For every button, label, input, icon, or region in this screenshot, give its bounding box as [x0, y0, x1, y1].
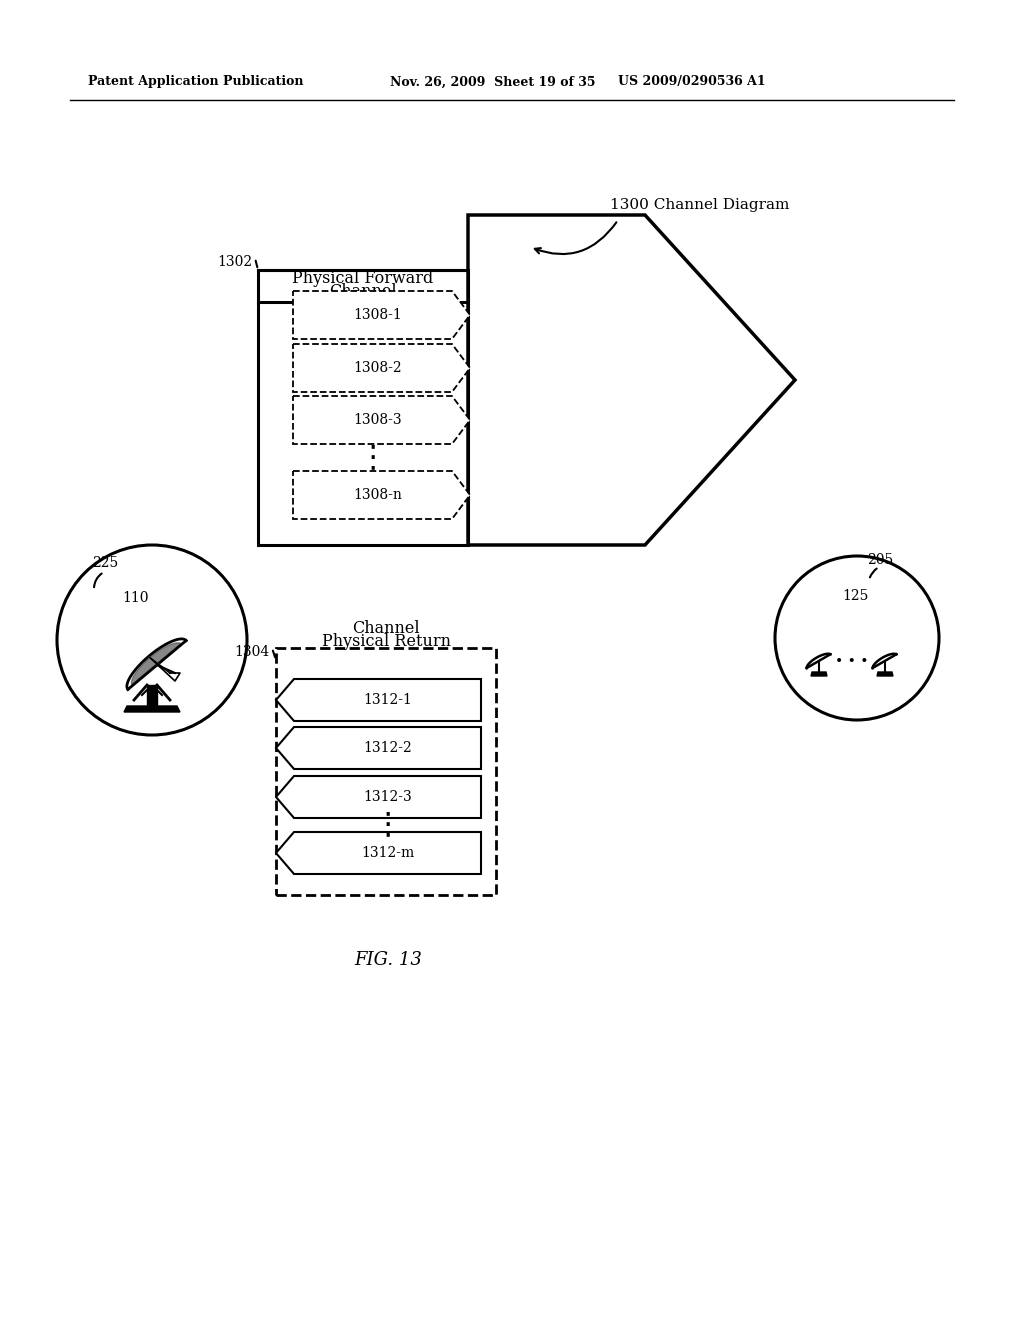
Text: 1308-n: 1308-n: [353, 488, 402, 502]
Text: Physical Return: Physical Return: [322, 634, 451, 649]
Text: 1308-2: 1308-2: [353, 360, 401, 375]
Text: ⋮: ⋮: [357, 444, 388, 473]
Text: 1312-3: 1312-3: [364, 789, 412, 804]
Text: Channel: Channel: [352, 620, 420, 638]
Polygon shape: [293, 471, 470, 519]
Text: Physical Forward: Physical Forward: [293, 271, 433, 286]
Polygon shape: [131, 643, 181, 685]
Text: ⋮: ⋮: [373, 810, 402, 840]
Text: 110: 110: [122, 591, 148, 605]
Text: • • •: • • •: [836, 655, 868, 669]
Polygon shape: [124, 706, 180, 711]
Polygon shape: [276, 678, 481, 721]
Text: FIG. 13: FIG. 13: [354, 950, 422, 969]
Bar: [276, 648, 496, 895]
Polygon shape: [276, 776, 481, 818]
Bar: [258, 271, 468, 545]
Polygon shape: [276, 727, 481, 770]
Text: 1304: 1304: [234, 645, 270, 659]
Polygon shape: [293, 396, 470, 444]
Polygon shape: [276, 832, 481, 874]
Text: Channel: Channel: [329, 282, 397, 300]
Text: US 2009/0290536 A1: US 2009/0290536 A1: [618, 75, 766, 88]
Polygon shape: [293, 290, 470, 339]
Text: Patent Application Publication: Patent Application Publication: [88, 75, 303, 88]
Text: 1312-m: 1312-m: [360, 846, 414, 861]
Polygon shape: [293, 345, 470, 392]
Text: 125: 125: [842, 589, 868, 603]
Text: 1312-2: 1312-2: [364, 741, 412, 755]
Text: 1300 Channel Diagram: 1300 Channel Diagram: [610, 198, 790, 213]
Text: 1312-1: 1312-1: [364, 693, 412, 708]
Text: Nov. 26, 2009  Sheet 19 of 35: Nov. 26, 2009 Sheet 19 of 35: [390, 75, 596, 88]
Text: 205: 205: [867, 553, 893, 568]
Text: 225: 225: [92, 556, 118, 570]
Polygon shape: [811, 672, 827, 676]
Polygon shape: [147, 685, 157, 706]
Text: 1308-3: 1308-3: [353, 413, 401, 426]
Text: 1308-1: 1308-1: [353, 308, 401, 322]
Polygon shape: [148, 656, 180, 681]
Polygon shape: [877, 672, 893, 676]
Polygon shape: [127, 639, 186, 689]
Text: 1302: 1302: [217, 255, 252, 269]
